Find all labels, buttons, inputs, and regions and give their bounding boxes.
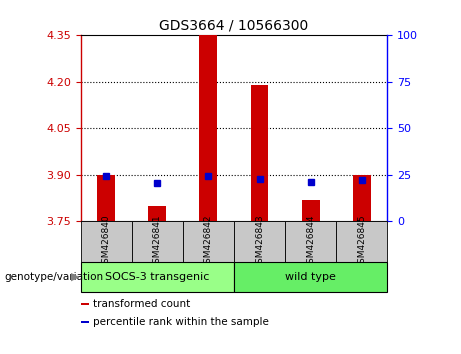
Bar: [336, 221, 387, 262]
Bar: [183, 221, 234, 262]
Bar: [81, 221, 132, 262]
Text: GSM426840: GSM426840: [102, 214, 111, 269]
Text: GSM426842: GSM426842: [204, 215, 213, 269]
Bar: [251, 85, 268, 221]
Title: GDS3664 / 10566300: GDS3664 / 10566300: [160, 19, 308, 33]
Bar: [97, 175, 115, 221]
Text: transformed count: transformed count: [93, 299, 190, 309]
Bar: [301, 200, 319, 221]
Text: GSM426843: GSM426843: [255, 214, 264, 269]
Text: wild type: wild type: [285, 272, 336, 282]
Bar: [132, 221, 183, 262]
Bar: [234, 262, 387, 292]
Bar: [200, 35, 217, 221]
Bar: [234, 221, 285, 262]
Text: GSM426845: GSM426845: [357, 214, 366, 269]
Bar: [148, 206, 166, 221]
Text: ▶: ▶: [71, 272, 79, 282]
Bar: [81, 321, 89, 323]
Text: GSM426844: GSM426844: [306, 215, 315, 269]
Text: genotype/variation: genotype/variation: [5, 272, 104, 282]
Bar: [81, 303, 89, 306]
Text: percentile rank within the sample: percentile rank within the sample: [93, 317, 269, 327]
Bar: [353, 175, 371, 221]
Text: GSM426841: GSM426841: [153, 214, 162, 269]
Bar: [81, 262, 234, 292]
Bar: [285, 221, 336, 262]
Text: SOCS-3 transgenic: SOCS-3 transgenic: [105, 272, 209, 282]
